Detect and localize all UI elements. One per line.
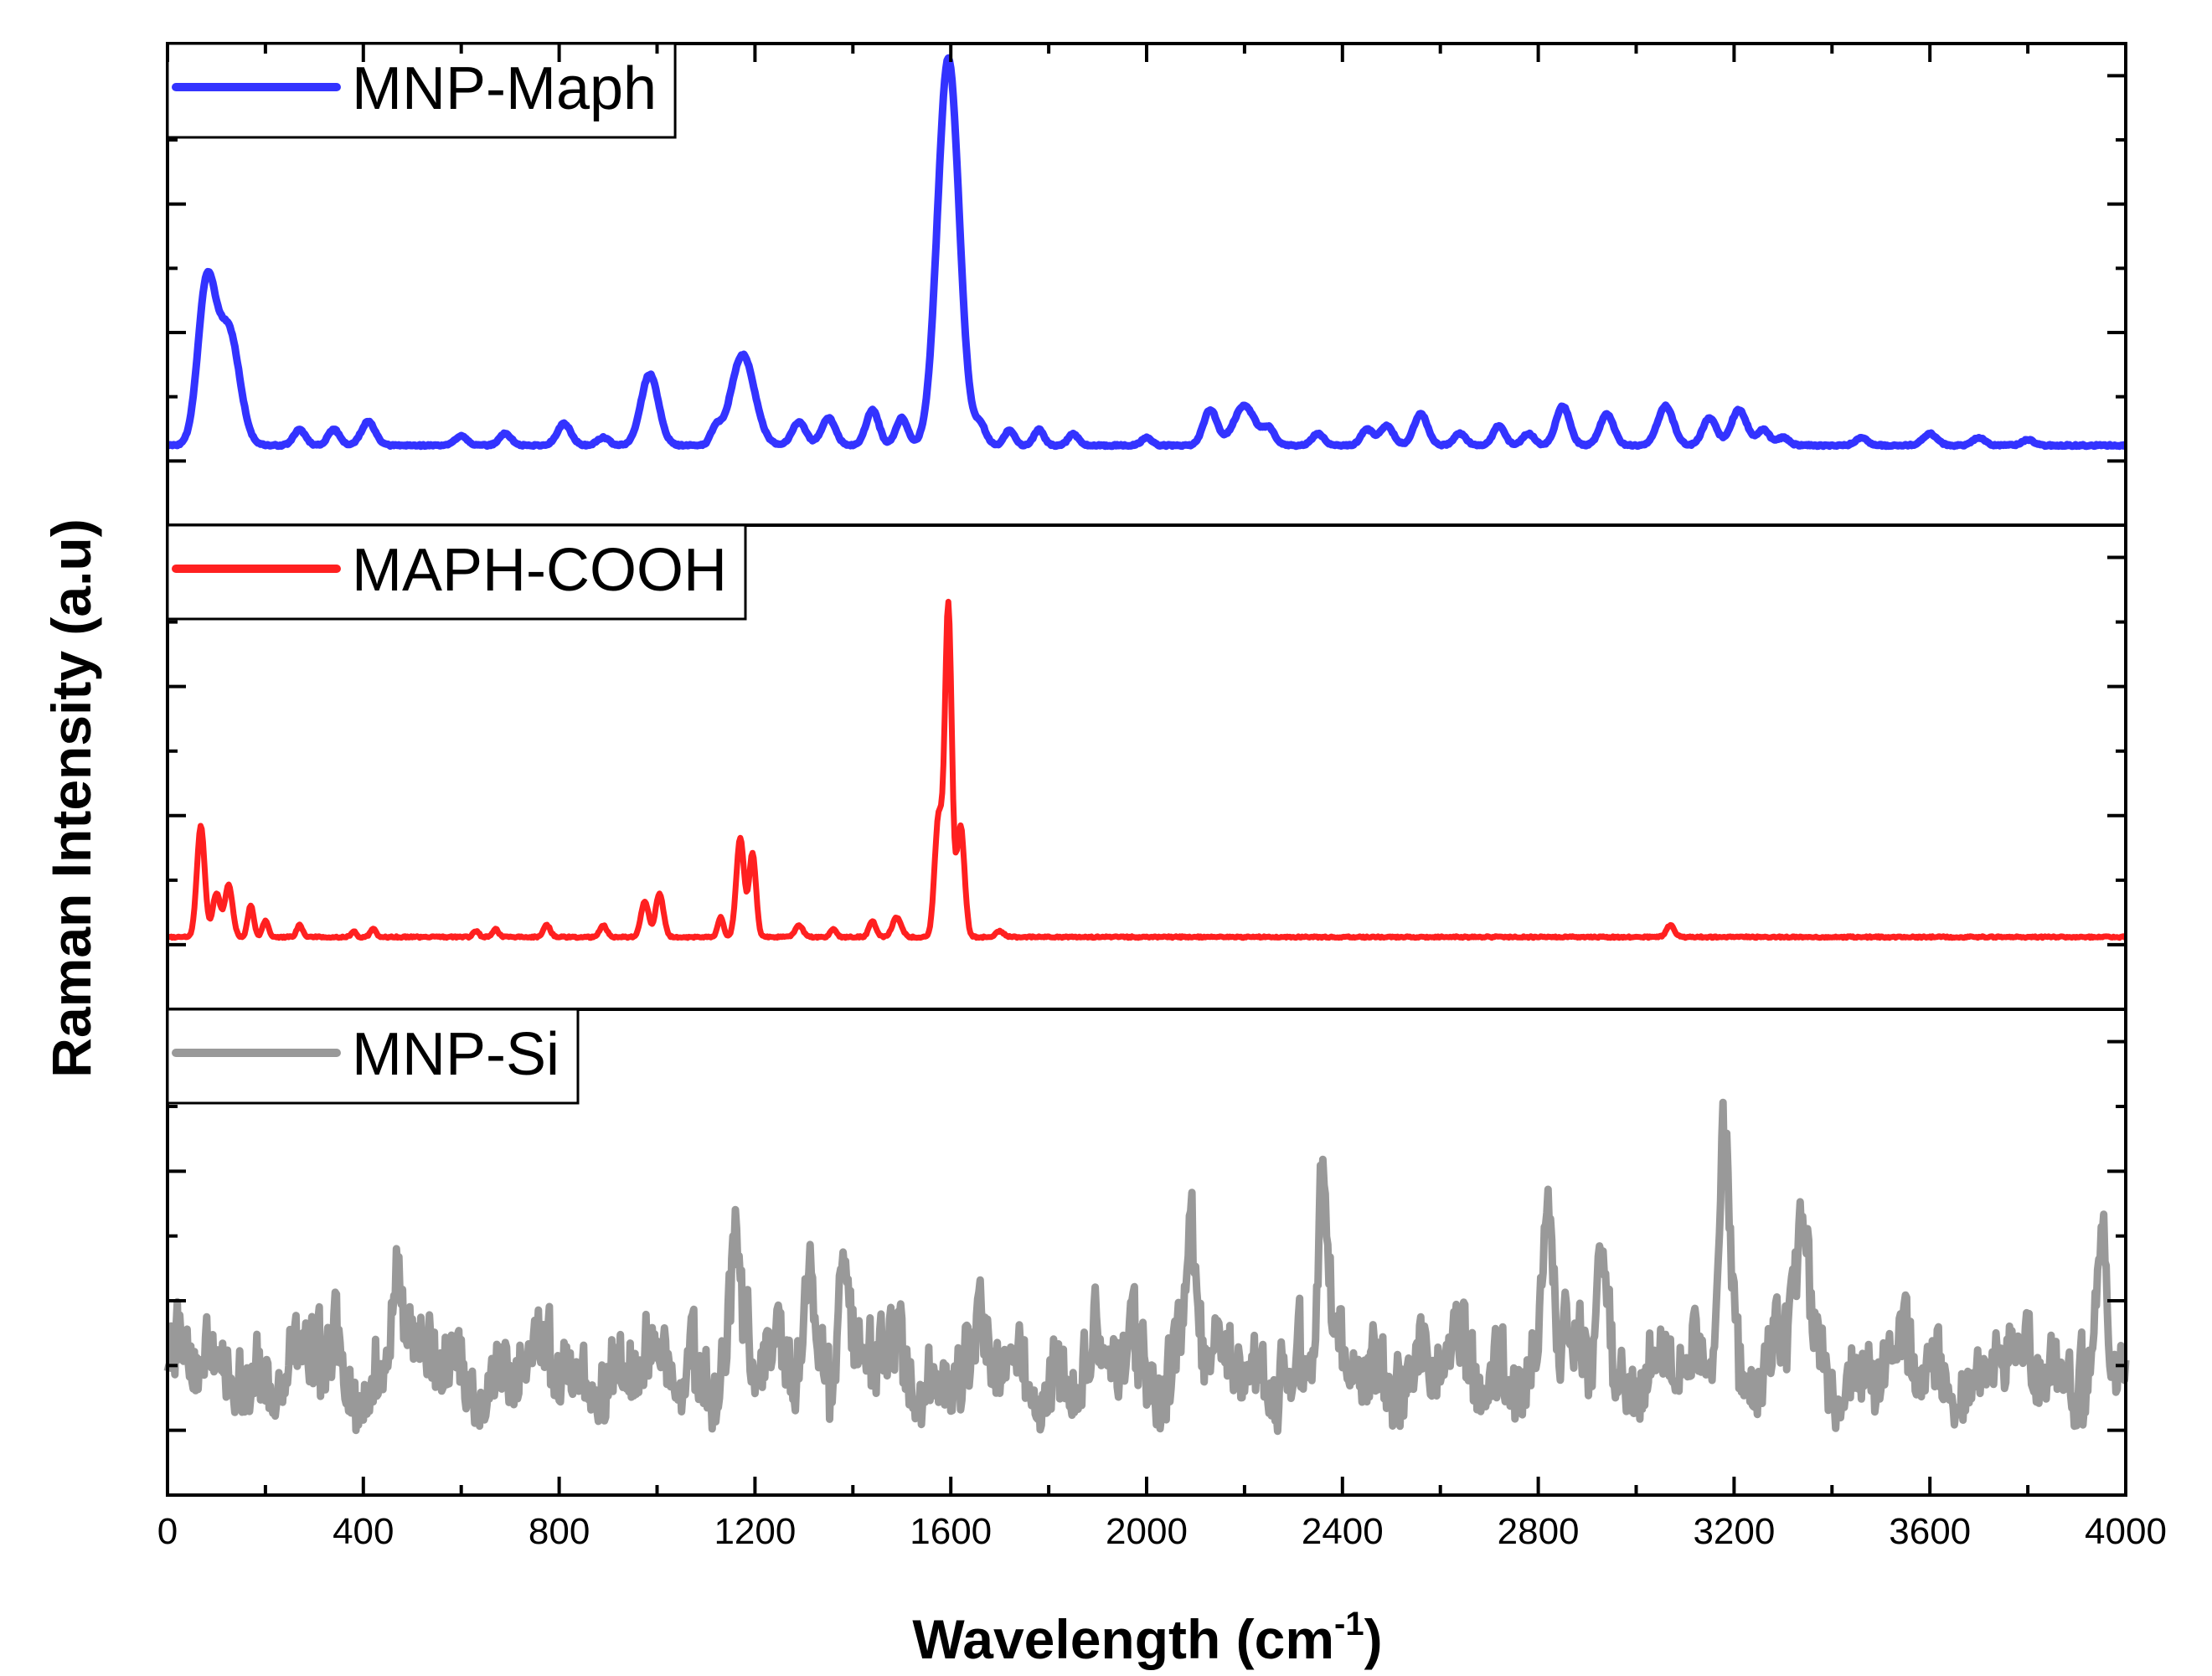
- legend-label: MNP-Si: [352, 1021, 559, 1088]
- series-line-mnp-si: [163, 1098, 2130, 1436]
- legend-mnp-si: MNP-Si: [166, 1008, 580, 1105]
- legend-box: [166, 523, 747, 621]
- x-tick-label: 1600: [910, 1511, 992, 1552]
- legend-mnp-maph: MNP-Maph: [166, 42, 677, 139]
- x-tick-label: 3200: [1693, 1511, 1775, 1552]
- panel-mnp-si: MNP-Si: [163, 1008, 2130, 1497]
- x-tick-label: 2000: [1106, 1511, 1188, 1552]
- y-axis-title: Raman Intensity (a.u): [40, 518, 102, 1077]
- x-tick-label: 4000: [2085, 1511, 2167, 1552]
- legend-label: MAPH-COOH: [352, 537, 727, 604]
- x-tick-label: 3600: [1889, 1511, 1971, 1552]
- x-tick-label: 1200: [714, 1511, 796, 1552]
- panel-maph-cooh: MAPH-COOH: [166, 523, 2127, 1011]
- series-line-maph-cooh: [166, 598, 2127, 941]
- x-tick-label: 400: [333, 1511, 394, 1552]
- x-tick-label: 800: [529, 1511, 590, 1552]
- x-tick-label: 2400: [1302, 1511, 1384, 1552]
- legend-label: MNP-Maph: [352, 55, 657, 122]
- x-tick-label: 0: [157, 1511, 178, 1552]
- series-line-mnp-maph: [165, 54, 2128, 451]
- legend-maph-cooh: MAPH-COOH: [166, 523, 747, 621]
- x-axis-title: Wavelength (cm-1): [912, 1606, 1382, 1670]
- x-tick-label: 2800: [1498, 1511, 1580, 1552]
